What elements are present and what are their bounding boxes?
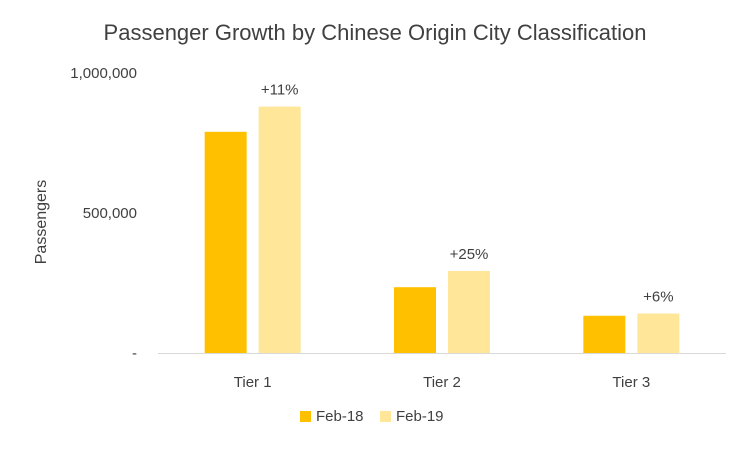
y-tick-label: - (132, 345, 137, 362)
growth-label: +6% (643, 289, 673, 306)
bar-tier-2-feb-18 (394, 287, 436, 353)
y-tick-label: 500,000 (83, 205, 137, 222)
x-tick-label: Tier 2 (423, 374, 461, 391)
x-tick-label: Tier 1 (234, 374, 272, 391)
bar-tier-3-feb-18 (583, 315, 626, 353)
bar-tier-1-feb-18 (204, 131, 247, 353)
legend: Feb-18 Feb-19 (300, 408, 444, 425)
bars-group (204, 106, 680, 353)
x-tick-label: Tier 3 (612, 374, 650, 391)
growth-label: +25% (450, 246, 489, 263)
chart-title: Passenger Growth by Chinese Origin City … (104, 20, 647, 45)
legend-swatch-feb-18 (300, 411, 311, 422)
y-axis-ticks: - 500,000 1,000,000 (70, 65, 137, 362)
y-axis-title: Passengers (33, 180, 50, 265)
legend-label: Feb-18 (316, 408, 364, 425)
x-axis-ticks: Tier 1 Tier 2 Tier 3 (234, 374, 650, 391)
bar-tier-2-feb-19 (448, 270, 490, 353)
legend-label: Feb-19 (396, 408, 444, 425)
y-tick-label: 1,000,000 (70, 65, 137, 82)
legend-swatch-feb-19 (380, 411, 391, 422)
data-labels: +11% +25% +6% (261, 82, 674, 306)
bar-tier-3-feb-19 (637, 313, 680, 353)
bar-tier-1-feb-19 (258, 106, 301, 353)
growth-label: +11% (261, 82, 299, 99)
